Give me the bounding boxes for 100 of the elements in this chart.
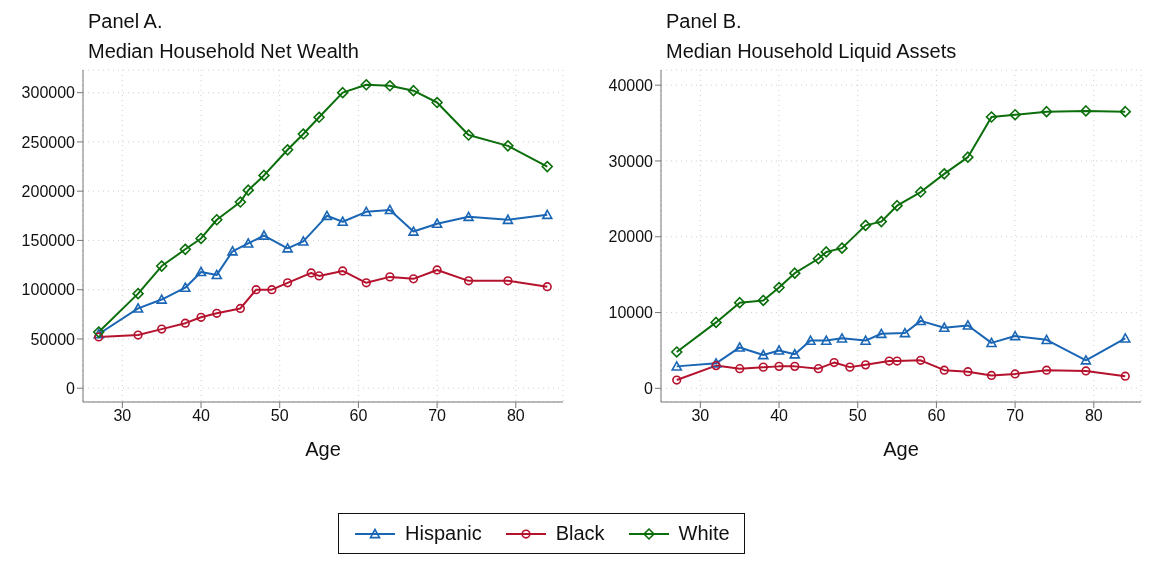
point bbox=[431, 218, 443, 229]
chart-title: Panel B. bbox=[666, 9, 743, 34]
point bbox=[1009, 108, 1021, 121]
point bbox=[892, 356, 902, 366]
point bbox=[774, 361, 784, 371]
y-tick-label: 40000 bbox=[608, 76, 654, 94]
point bbox=[860, 360, 871, 370]
point bbox=[962, 320, 974, 330]
point bbox=[133, 330, 143, 340]
point bbox=[407, 84, 420, 97]
x-tick-label: 70 bbox=[428, 407, 447, 425]
point bbox=[812, 252, 825, 265]
point bbox=[282, 278, 293, 288]
point bbox=[212, 308, 222, 318]
point bbox=[985, 111, 998, 123]
point bbox=[463, 276, 474, 286]
y-tick-label: 20000 bbox=[608, 228, 654, 246]
point bbox=[384, 80, 396, 92]
point bbox=[899, 327, 911, 338]
y-tick-label: 250000 bbox=[21, 133, 76, 151]
point bbox=[314, 271, 324, 281]
x-tick-label: 60 bbox=[927, 407, 946, 425]
x-tick-label: 50 bbox=[848, 407, 867, 425]
point bbox=[462, 129, 475, 141]
y-tick-label: 10000 bbox=[608, 304, 654, 322]
point bbox=[180, 282, 191, 293]
point bbox=[773, 345, 785, 355]
point bbox=[235, 303, 245, 314]
point bbox=[820, 246, 832, 258]
point bbox=[132, 303, 144, 313]
point bbox=[813, 364, 823, 374]
x-tick-label: 40 bbox=[770, 407, 789, 425]
point bbox=[789, 348, 801, 359]
point bbox=[94, 332, 104, 342]
point bbox=[227, 245, 238, 256]
point bbox=[734, 342, 745, 352]
y-tick-label: 300000 bbox=[21, 84, 76, 102]
point bbox=[258, 230, 270, 240]
point bbox=[337, 216, 348, 227]
point bbox=[733, 296, 746, 309]
point bbox=[336, 86, 349, 99]
point bbox=[211, 213, 223, 226]
legend-label: White bbox=[678, 522, 730, 545]
point bbox=[938, 168, 951, 180]
y-tick-label: 30000 bbox=[608, 152, 654, 170]
y-tick-label: 0 bbox=[66, 379, 76, 397]
point bbox=[916, 355, 926, 365]
point bbox=[156, 294, 167, 304]
point bbox=[297, 128, 310, 140]
x-tick-label: 60 bbox=[349, 407, 368, 425]
point bbox=[242, 184, 254, 196]
point bbox=[1120, 371, 1130, 381]
point bbox=[1081, 366, 1091, 376]
point bbox=[963, 367, 973, 377]
legend-label: Hispanic bbox=[405, 522, 482, 545]
point bbox=[1041, 334, 1052, 345]
point bbox=[859, 219, 872, 232]
point bbox=[845, 362, 855, 372]
point bbox=[1119, 105, 1132, 118]
point bbox=[432, 265, 442, 275]
y-tick-label: 200000 bbox=[21, 182, 76, 200]
point bbox=[195, 266, 207, 277]
point bbox=[860, 335, 871, 345]
chart-subtitle: Median Household Net Wealth bbox=[88, 39, 359, 64]
point bbox=[884, 356, 894, 366]
point bbox=[986, 370, 997, 381]
point bbox=[875, 215, 888, 228]
point bbox=[1010, 369, 1020, 379]
point bbox=[385, 272, 395, 282]
point bbox=[836, 333, 848, 343]
point bbox=[132, 287, 144, 300]
point bbox=[196, 312, 206, 322]
point bbox=[1119, 333, 1131, 343]
point bbox=[384, 204, 396, 215]
point bbox=[1040, 105, 1053, 118]
y-tick-label: 100000 bbox=[21, 281, 76, 299]
point bbox=[805, 335, 816, 345]
point bbox=[267, 285, 277, 295]
point bbox=[360, 79, 373, 91]
point bbox=[1080, 355, 1092, 365]
y-tick-label: 150000 bbox=[21, 232, 76, 250]
x-tick-label: 80 bbox=[1084, 407, 1103, 425]
point bbox=[306, 268, 316, 278]
point bbox=[962, 151, 974, 163]
point bbox=[876, 328, 887, 339]
point bbox=[258, 169, 270, 182]
point bbox=[431, 96, 443, 109]
point bbox=[542, 282, 552, 292]
point bbox=[157, 324, 167, 334]
point bbox=[361, 278, 371, 288]
point bbox=[710, 316, 722, 329]
point bbox=[298, 236, 309, 246]
point bbox=[360, 206, 372, 217]
point bbox=[829, 357, 839, 368]
chart-title: Panel A. bbox=[88, 9, 164, 34]
point bbox=[541, 160, 554, 173]
point bbox=[211, 269, 223, 280]
point bbox=[1009, 330, 1021, 341]
x-tick-label: 80 bbox=[506, 407, 525, 425]
point bbox=[891, 199, 903, 212]
